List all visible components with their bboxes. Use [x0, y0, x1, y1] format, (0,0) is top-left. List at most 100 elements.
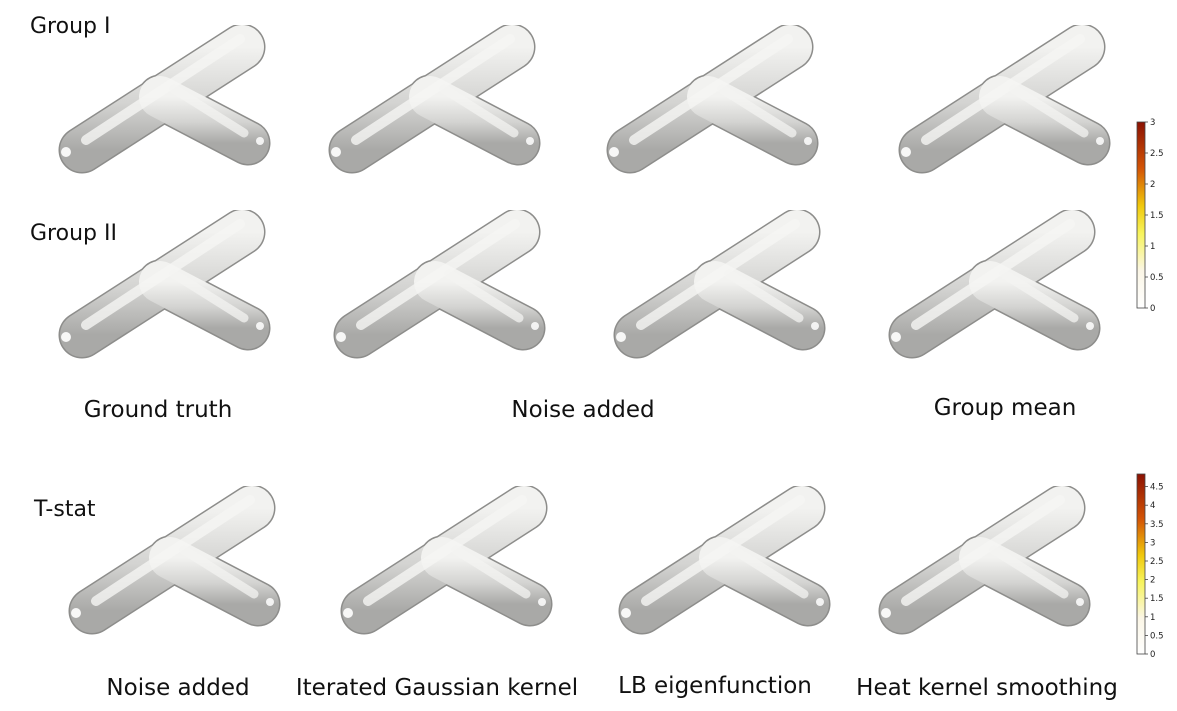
- noise-patch: [996, 149, 1001, 150]
- noise-patch: [1034, 334, 1040, 335]
- group-i-label: Group I: [30, 14, 111, 39]
- noise-patch: [699, 32, 705, 36]
- colorbar-tick-label: 3: [1150, 118, 1155, 128]
- noise-patch: [959, 363, 965, 367]
- noise-patch: [436, 131, 447, 138]
- noise-patch: [311, 337, 319, 344]
- noise-patch: [902, 34, 905, 36]
- noise-patch: [680, 35, 689, 42]
- noise-patch: [403, 232, 413, 241]
- noise-patch: [816, 357, 827, 367]
- noise-patch: [322, 266, 328, 271]
- noise-patch: [463, 366, 473, 371]
- noise-patch: [1095, 265, 1099, 268]
- noise-patch: [1106, 106, 1108, 109]
- noise-patch: [613, 234, 622, 241]
- noise-patch: [431, 347, 439, 353]
- noise-patch: [942, 360, 945, 362]
- noise-patch: [761, 154, 768, 159]
- noise-patch: [636, 105, 646, 113]
- noise-patch: [889, 114, 894, 117]
- colorbar-tick-label: 2.5: [1150, 149, 1164, 159]
- noise-patch: [370, 210, 384, 220]
- noise-patch: [800, 170, 806, 175]
- noise-patch: [593, 25, 605, 33]
- noise-patch: [788, 170, 802, 179]
- noise-patch: [1026, 45, 1029, 47]
- noise-patch: [1101, 161, 1104, 164]
- noise-patch: [328, 176, 336, 184]
- noise-patch: [1100, 87, 1104, 90]
- noise-patch: [979, 37, 983, 41]
- noise-patch: [430, 232, 435, 233]
- noise-patch: [378, 168, 384, 173]
- noise-patch: [400, 47, 408, 52]
- noise-patch: [914, 288, 920, 292]
- colorbar-tick-label: 2: [1150, 576, 1155, 586]
- noise-patch: [343, 285, 350, 291]
- noise-patch: [319, 220, 329, 227]
- noise-patch: [541, 362, 549, 369]
- noise-patch: [470, 180, 477, 185]
- noise-patch: [737, 33, 748, 39]
- noise-patch: [1109, 37, 1112, 40]
- noise-patch: [611, 288, 617, 292]
- noise-patch: [889, 120, 892, 122]
- noise-patch: [513, 103, 518, 111]
- noise-patch: [453, 362, 463, 370]
- noise-patch: [765, 366, 772, 372]
- noise-patch: [1068, 292, 1072, 294]
- panel-group1-noise-a: [305, 25, 541, 189]
- noise-patch: [500, 350, 511, 359]
- noise-patch: [777, 351, 784, 358]
- noise-patch: [721, 338, 729, 343]
- noise-patch: [714, 356, 724, 362]
- noise-patch: [623, 38, 634, 46]
- noise-patch: [378, 172, 392, 182]
- noise-patch: [814, 289, 819, 294]
- noise-patch: [335, 354, 346, 361]
- noise-patch: [733, 140, 742, 150]
- noise-patch: [628, 221, 638, 226]
- noise-patch: [594, 51, 603, 59]
- noise-patch: [738, 232, 750, 237]
- noise-patch: [504, 276, 512, 281]
- noise-patch: [695, 368, 700, 372]
- panel-tstat-heat-kernel: [878, 486, 1091, 635]
- noise-patch: [441, 325, 448, 331]
- noise-patch: [305, 30, 317, 38]
- noise-patch: [357, 245, 359, 252]
- noise-patch: [316, 180, 325, 188]
- noise-patch: [640, 273, 646, 279]
- noise-patch: [523, 181, 533, 189]
- noise-patch: [975, 368, 980, 371]
- signal-patch: [600, 617, 606, 622]
- noise-patch: [788, 80, 796, 87]
- noise-patch: [812, 292, 822, 298]
- noise-patch: [769, 157, 776, 161]
- noise-patch: [391, 168, 399, 174]
- noise-patch: [815, 303, 827, 311]
- group-ii-label: Group II: [30, 221, 117, 246]
- noise-patch: [1013, 213, 1018, 215]
- noise-patch: [327, 279, 334, 285]
- signal-patch: [52, 623, 58, 628]
- noise-patch: [331, 311, 339, 316]
- noise-patch: [814, 296, 824, 303]
- noise-patch: [327, 38, 333, 42]
- noise-patch: [430, 313, 441, 323]
- noise-patch: [340, 28, 347, 34]
- noise-patch: [922, 118, 925, 120]
- noise-patch: [378, 177, 388, 185]
- caption-ground-truth: Ground truth: [83, 397, 233, 423]
- noise-patch: [701, 210, 711, 216]
- noise-patch: [472, 333, 484, 335]
- noise-patch: [734, 39, 744, 45]
- noise-patch: [502, 168, 507, 173]
- noise-patch: [531, 92, 539, 98]
- noise-patch: [630, 62, 633, 71]
- noise-patch: [931, 242, 936, 246]
- noise-patch: [612, 354, 621, 362]
- noise-patch: [818, 33, 826, 41]
- noise-patch: [651, 237, 657, 241]
